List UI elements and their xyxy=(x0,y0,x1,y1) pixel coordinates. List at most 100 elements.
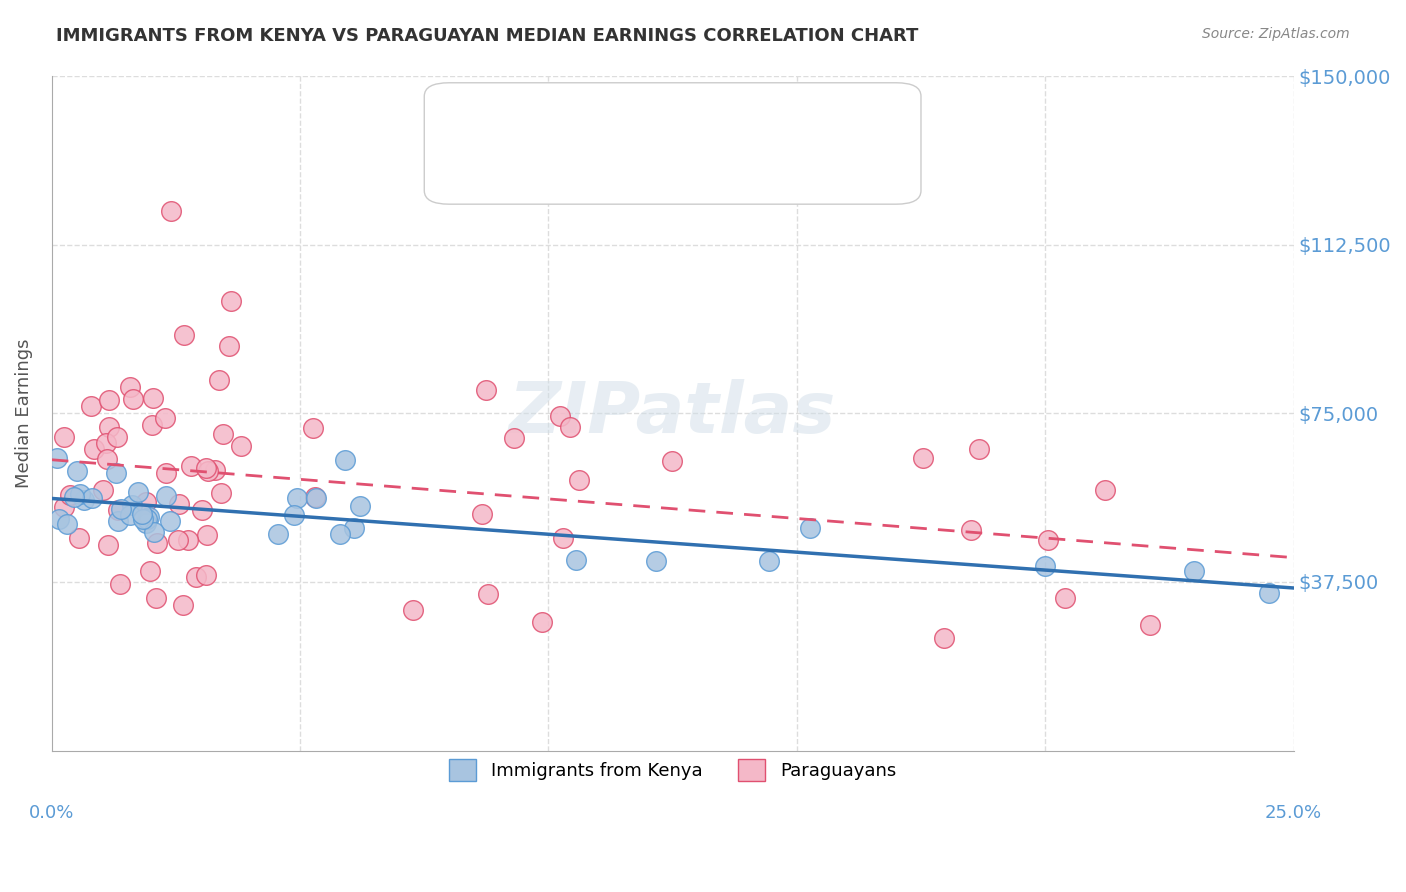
Point xyxy=(568,473,591,487)
Point xyxy=(301,421,323,435)
Point xyxy=(135,495,157,509)
Point xyxy=(167,497,190,511)
Point xyxy=(132,512,155,526)
Point xyxy=(146,535,169,549)
Point xyxy=(138,510,160,524)
Point xyxy=(548,409,571,424)
Point xyxy=(121,499,143,513)
Point xyxy=(208,373,231,387)
Point xyxy=(209,486,232,500)
Point xyxy=(153,411,176,425)
Point xyxy=(645,553,668,567)
Point xyxy=(46,451,69,466)
Point xyxy=(94,435,117,450)
Point xyxy=(558,420,581,434)
Point xyxy=(105,466,128,480)
Point xyxy=(52,500,75,514)
Text: ZIPatlas: ZIPatlas xyxy=(509,379,837,448)
Point xyxy=(122,392,145,406)
Point xyxy=(110,577,132,591)
Text: IMMIGRANTS FROM KENYA VS PARAGUAYAN MEDIAN EARNINGS CORRELATION CHART: IMMIGRANTS FROM KENYA VS PARAGUAYAN MEDI… xyxy=(56,27,918,45)
Point xyxy=(155,467,177,481)
Point xyxy=(342,521,364,535)
Point xyxy=(107,503,129,517)
Point xyxy=(91,483,114,497)
Point xyxy=(142,525,165,540)
Point xyxy=(204,463,226,477)
Point xyxy=(62,490,84,504)
Point xyxy=(285,491,308,506)
Point xyxy=(48,511,70,525)
Point xyxy=(503,431,526,445)
Point xyxy=(127,484,149,499)
Point xyxy=(194,460,217,475)
Point xyxy=(1139,617,1161,632)
Point xyxy=(136,512,159,526)
Point xyxy=(229,439,252,453)
Point xyxy=(142,391,165,405)
Point xyxy=(219,293,242,308)
Point xyxy=(1038,533,1060,547)
Point xyxy=(172,598,194,612)
Point xyxy=(283,508,305,523)
Point xyxy=(305,491,328,505)
Point xyxy=(72,493,94,508)
Point xyxy=(551,531,574,545)
Point xyxy=(173,328,195,343)
Point xyxy=(195,567,218,582)
Point xyxy=(197,464,219,478)
Y-axis label: Median Earnings: Median Earnings xyxy=(15,339,32,488)
Point xyxy=(120,380,142,394)
Point xyxy=(66,464,89,478)
Point xyxy=(218,339,240,353)
Point xyxy=(180,459,202,474)
Legend: Immigrants from Kenya, Paraguayans: Immigrants from Kenya, Paraguayans xyxy=(434,745,911,796)
Point xyxy=(304,490,326,504)
Point xyxy=(96,452,118,467)
Point xyxy=(80,491,103,505)
Point xyxy=(118,508,141,522)
Point xyxy=(105,430,128,444)
Point xyxy=(67,531,90,545)
FancyBboxPatch shape xyxy=(425,83,921,204)
Text: 25.0%: 25.0% xyxy=(1265,805,1322,822)
Point xyxy=(97,392,120,407)
Point xyxy=(1033,559,1056,574)
Point xyxy=(1182,564,1205,578)
Point xyxy=(477,587,499,601)
Point xyxy=(191,502,214,516)
Point xyxy=(177,533,200,547)
Point xyxy=(267,527,290,541)
Point xyxy=(52,429,75,443)
Point xyxy=(1054,591,1077,606)
Point xyxy=(159,514,181,528)
Point xyxy=(145,591,167,605)
Point xyxy=(167,533,190,548)
Point xyxy=(661,453,683,467)
Point xyxy=(159,203,181,218)
Text: Source: ZipAtlas.com: Source: ZipAtlas.com xyxy=(1202,27,1350,41)
Point xyxy=(402,603,425,617)
Point xyxy=(969,442,991,457)
Text: 0.0%: 0.0% xyxy=(30,805,75,822)
Point xyxy=(333,452,356,467)
Point xyxy=(80,400,103,414)
Point xyxy=(98,420,121,434)
Point xyxy=(97,538,120,552)
Point xyxy=(69,487,91,501)
Point xyxy=(475,383,498,397)
Point xyxy=(212,427,235,442)
Point xyxy=(471,507,494,521)
Point xyxy=(56,517,79,532)
Point xyxy=(758,554,780,568)
Point xyxy=(131,507,153,521)
Point xyxy=(1094,483,1116,498)
Point xyxy=(59,488,82,502)
Point xyxy=(911,450,934,465)
Point xyxy=(139,564,162,578)
Point xyxy=(799,521,821,535)
Point xyxy=(565,553,588,567)
Point xyxy=(934,631,956,645)
Point xyxy=(195,528,218,542)
Point xyxy=(329,527,352,541)
